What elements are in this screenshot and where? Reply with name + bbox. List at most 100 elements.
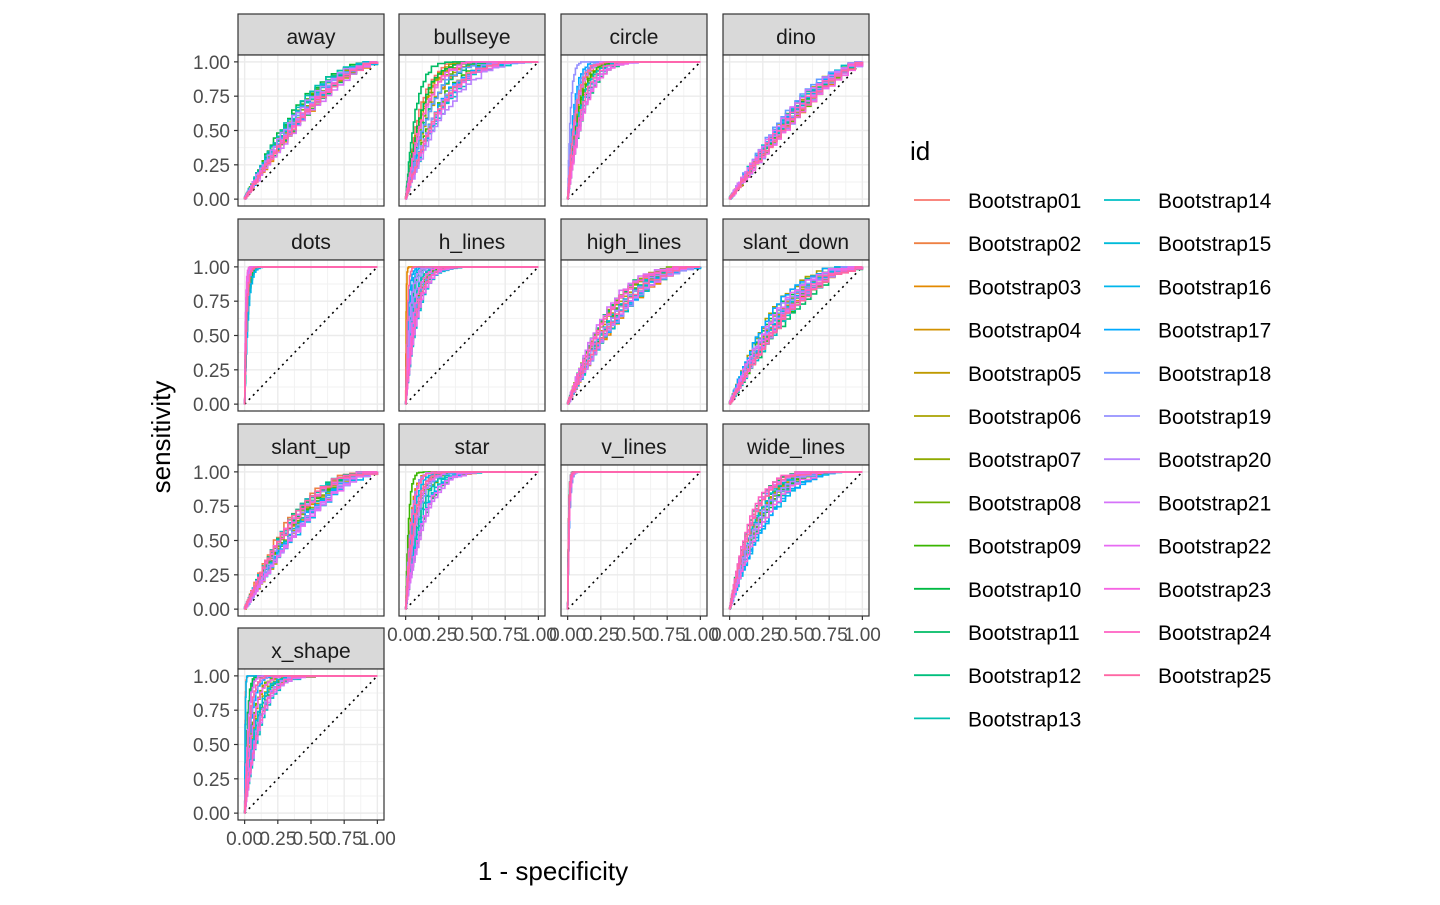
reference-diagonal [244, 61, 378, 200]
y-tick-label: 0.00 [193, 395, 230, 416]
facet-strip-label: away [286, 26, 336, 49]
reference-diagonal [405, 266, 539, 405]
reference-diagonal [244, 675, 378, 814]
reference-diagonal [405, 471, 539, 610]
y-tick-label: 0.00 [193, 600, 230, 621]
legend-item: Bootstrap08 [914, 492, 1081, 515]
x-tick-label: 1.00 [682, 625, 719, 646]
roc-curve-bootstrap25 [566, 61, 701, 200]
facet-strip-label: bullseye [433, 26, 510, 49]
facet-strip-label: x_shape [271, 640, 350, 663]
facet-strip-label: v_lines [601, 436, 666, 459]
y-tick-label: 0.25 [193, 361, 230, 382]
x-tick-label: 0.75 [811, 625, 848, 646]
legend-label: Bootstrap21 [1158, 492, 1271, 515]
legend-item: Bootstrap20 [1104, 449, 1271, 472]
roc-curve-bootstrap25 [404, 471, 539, 610]
legend-item: Bootstrap14 [1104, 190, 1272, 213]
y-tick-label: 0.00 [193, 804, 230, 825]
facet-strip-label: dino [776, 26, 816, 49]
legend-item: Bootstrap03 [914, 276, 1081, 299]
facet-strip-label: h_lines [439, 231, 506, 254]
x-tick-label: 0.00 [549, 625, 586, 646]
legend-label: Bootstrap16 [1158, 276, 1271, 299]
panel-border [722, 259, 870, 412]
legend-item: Bootstrap22 [1104, 536, 1271, 559]
x-tick-label: 0.75 [649, 625, 686, 646]
y-tick-label: 0.75 [193, 701, 230, 722]
legend-item: Bootstrap13 [914, 708, 1081, 731]
legend-label: Bootstrap17 [1158, 320, 1271, 343]
panel-border [722, 54, 870, 207]
facet-panel-dots: dots 0.00 0.25 0.50 0.75 1.00 [193, 218, 385, 416]
reference-diagonal [567, 471, 701, 610]
facet-panel-star: star 0.000.250.500.751.00 [387, 423, 557, 646]
y-tick-label: 0.50 [193, 532, 230, 553]
y-tick-label: 0.75 [193, 292, 230, 313]
facet-panel-high_lines: high_lines [560, 218, 708, 412]
legend-label: Bootstrap03 [968, 276, 1081, 299]
facet-panel-slant_up: slant_up 0.00 0.25 0.50 0.75 1.00 [193, 423, 385, 621]
legend-item: Bootstrap25 [1104, 665, 1271, 688]
legend-label: Bootstrap13 [968, 708, 1081, 731]
panel-border [560, 259, 708, 412]
roc-curve-bootstrap24 [404, 61, 539, 200]
y-tick-label: 0.50 [193, 327, 230, 348]
roc-curve-bootstrap25 [244, 471, 379, 610]
legend-item: Bootstrap06 [914, 406, 1081, 429]
legend-label: Bootstrap07 [968, 449, 1081, 472]
legend-label: Bootstrap11 [968, 622, 1080, 645]
y-tick-label: 0.75 [193, 87, 230, 108]
facet-strip [237, 423, 385, 466]
x-tick-label: 0.75 [326, 829, 363, 850]
x-tick-label: 0.25 [582, 625, 619, 646]
roc-curve-bootstrap25 [728, 266, 863, 405]
y-tick-label: 0.50 [193, 736, 230, 757]
legend-item: Bootstrap21 [1104, 492, 1271, 515]
facet-strip [560, 218, 708, 261]
roc-curve-bootstrap21 [729, 61, 864, 200]
roc-curve-bootstrap25 [566, 471, 701, 610]
y-tick-label: 1.00 [193, 258, 230, 279]
facet-strip-label: dots [291, 231, 331, 254]
facet-strip [722, 218, 870, 261]
x-tick-label: 0.75 [487, 625, 524, 646]
legend-label: Bootstrap18 [1158, 363, 1271, 386]
x-tick-label: 0.00 [387, 625, 424, 646]
facet-strip [398, 423, 546, 466]
facet-strip-label: star [454, 436, 489, 459]
x-axis-title: 1 - specificity [478, 856, 628, 886]
x-tick-label: 0.25 [744, 625, 781, 646]
roc-curve-bootstrap25 [728, 61, 864, 200]
legend-item: Bootstrap24 [1104, 622, 1272, 645]
x-tick-label: 0.25 [259, 829, 296, 850]
facet-strip-label: circle [609, 26, 658, 49]
roc-curve-bootstrap25 [404, 266, 539, 405]
roc-curve-bootstrap25 [243, 61, 379, 200]
facet-strip [560, 423, 708, 466]
legend-item: Bootstrap18 [1104, 363, 1271, 386]
y-tick-label: 0.25 [193, 156, 230, 177]
y-axis-title: sensitivity [146, 381, 176, 494]
legend-label: Bootstrap25 [1158, 665, 1271, 688]
facet-strip-label: wide_lines [746, 436, 845, 459]
y-tick-label: 0.00 [193, 190, 230, 211]
x-tick-label: 1.00 [520, 625, 557, 646]
facet-strip-label: high_lines [587, 231, 682, 254]
roc-curve-bootstrap25 [243, 675, 378, 814]
x-tick-label: 0.50 [616, 625, 653, 646]
reference-diagonal [729, 471, 863, 610]
facet-panel-h_lines: h_lines [398, 218, 546, 412]
legend-item: Bootstrap09 [914, 536, 1081, 559]
x-tick-label: 0.00 [711, 625, 748, 646]
y-tick-label: 0.25 [193, 566, 230, 587]
legend-label: Bootstrap19 [1158, 406, 1271, 429]
legend-label: Bootstrap23 [1158, 579, 1271, 602]
y-tick-label: 0.75 [193, 497, 230, 518]
facet-panel-circle: circle [560, 13, 708, 207]
facet-strip [237, 13, 385, 56]
x-tick-label: 0.50 [778, 625, 815, 646]
facet-panel-wide_lines: wide_lines 0.000.250.500.751.00 [711, 423, 881, 646]
